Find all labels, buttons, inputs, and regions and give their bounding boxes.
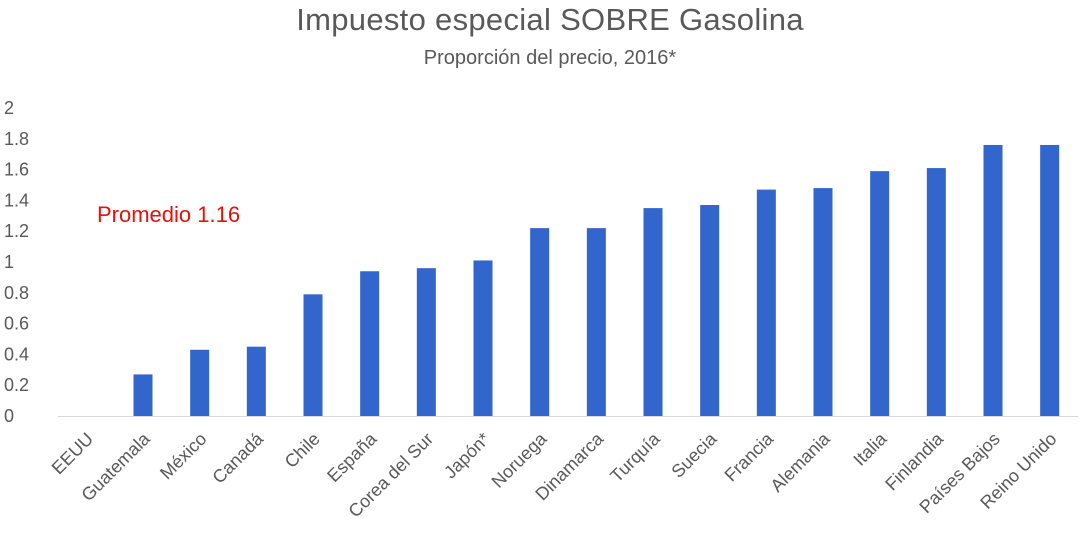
x-tick-label: España (323, 428, 381, 486)
bar (190, 349, 210, 416)
y-tick-label: 0.4 (4, 344, 29, 364)
bars (133, 144, 1060, 416)
x-tick-label: Italia (849, 428, 891, 470)
bar (360, 271, 380, 416)
bar (700, 205, 720, 416)
y-tick-label: 1 (4, 252, 14, 272)
x-tick-label: Alemania (767, 428, 835, 496)
x-tick-label: Turquía (606, 428, 664, 486)
y-tick-label: 1.6 (4, 160, 29, 180)
y-tick-label: 0.2 (4, 375, 29, 395)
y-tick-label: 1.4 (4, 190, 29, 210)
bar (983, 144, 1003, 416)
bar (473, 260, 493, 416)
y-tick-label: 0 (4, 406, 14, 426)
y-tick-label: 0.8 (4, 283, 29, 303)
bar (246, 346, 266, 416)
y-tick-label: 1.2 (4, 221, 29, 241)
bar (133, 374, 153, 416)
bar (643, 208, 663, 416)
bar (586, 228, 606, 416)
x-tick-label: Chile (281, 429, 324, 472)
y-axis-tick-labels: 0 0.2 0.4 0.6 0.8 1 1.2 1.4 1.6 1.8 2 (4, 98, 29, 426)
bar (756, 189, 776, 416)
x-tick-label: México (156, 429, 210, 483)
x-tick-label: Francia (721, 428, 778, 485)
bar (303, 294, 323, 416)
chart-subtitle: Proporción del precio, 2016* (423, 47, 677, 69)
bar (530, 228, 550, 416)
x-tick-label: EEUU (48, 429, 98, 479)
bar (416, 268, 436, 416)
x-tick-label: Canadá (208, 428, 267, 487)
x-tick-label: Japón* (440, 429, 494, 483)
average-annotation: Promedio 1.16 (97, 202, 241, 227)
bar (870, 171, 890, 416)
y-tick-label: 0.6 (4, 314, 29, 334)
y-tick-label: 2 (4, 98, 14, 118)
chart-title: Impuesto especial SOBRE Gasolina (296, 2, 804, 37)
x-tick-label: Suecia (667, 428, 721, 482)
bar (926, 168, 946, 416)
bar (813, 188, 833, 416)
bar (1040, 144, 1060, 416)
y-tick-label: 1.8 (4, 129, 29, 149)
